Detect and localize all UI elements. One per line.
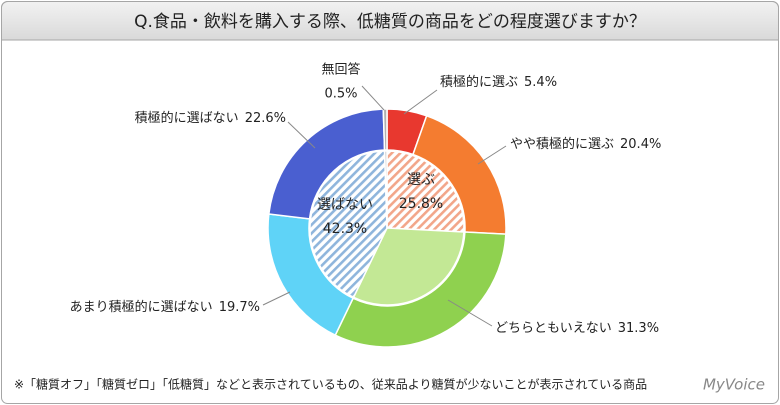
leader-line — [447, 299, 493, 327]
segment — [334, 231, 507, 348]
category-label: 選ばない — [317, 197, 373, 213]
value-label: 22.6% — [245, 111, 286, 126]
segment-label: あまり積極的に選ばない 19.7% — [70, 299, 260, 315]
segment-label: 積極的に選ばない 22.6% — [135, 110, 286, 126]
footnote: ※「糖質オフ」「糖質ゼロ」「低糖質」などと表示されているもの、従来品より糖質が少… — [14, 377, 647, 392]
chart-title: Q.食品・飲料を購入する際、低糖質の商品をどの程度選びますか？ — [134, 12, 646, 32]
leader-line — [477, 145, 507, 165]
plot: 積極的に選ぶ 5.4% やや積極的に選ぶ 20.4% どちらともいえない 31.3% あまり… — [70, 62, 661, 348]
value-label: 19.7% — [219, 300, 260, 315]
segment-label: やや積極的に選ぶ 20.4% — [510, 136, 661, 152]
leader-line — [287, 121, 316, 149]
category-label: 積極的に選ばない — [135, 110, 239, 126]
category-label: どちらともいえない — [495, 321, 612, 336]
segment-label: どちらともいえない 31.3% — [495, 321, 659, 336]
segment-label: 積極的に選ぶ 5.4% — [440, 74, 557, 90]
value-label: 31.3% — [618, 321, 659, 336]
leader-line — [403, 89, 438, 115]
segment — [309, 150, 388, 299]
value-label: 20.4% — [620, 137, 661, 152]
value-label: 25.8% — [399, 196, 443, 212]
leader-line — [361, 85, 385, 111]
segment — [352, 227, 465, 306]
category-label: 選ぶ — [407, 172, 435, 188]
segment — [382, 108, 388, 151]
category-label: やや積極的に選ぶ — [510, 136, 614, 152]
leader-line — [262, 291, 291, 306]
category-label: あまり積極的に選ばない — [70, 299, 213, 315]
segment — [383, 150, 388, 229]
logo: MyVoice — [703, 376, 765, 394]
category-label: 積極的に選ぶ — [440, 74, 518, 90]
value-label: 42.3% — [323, 221, 367, 237]
title-band — [0, 0, 779, 41]
category-label: 無回答 — [321, 62, 360, 78]
value-label: 0.5% — [324, 87, 357, 102]
value-label: 5.4% — [524, 75, 557, 90]
segment — [386, 150, 465, 233]
